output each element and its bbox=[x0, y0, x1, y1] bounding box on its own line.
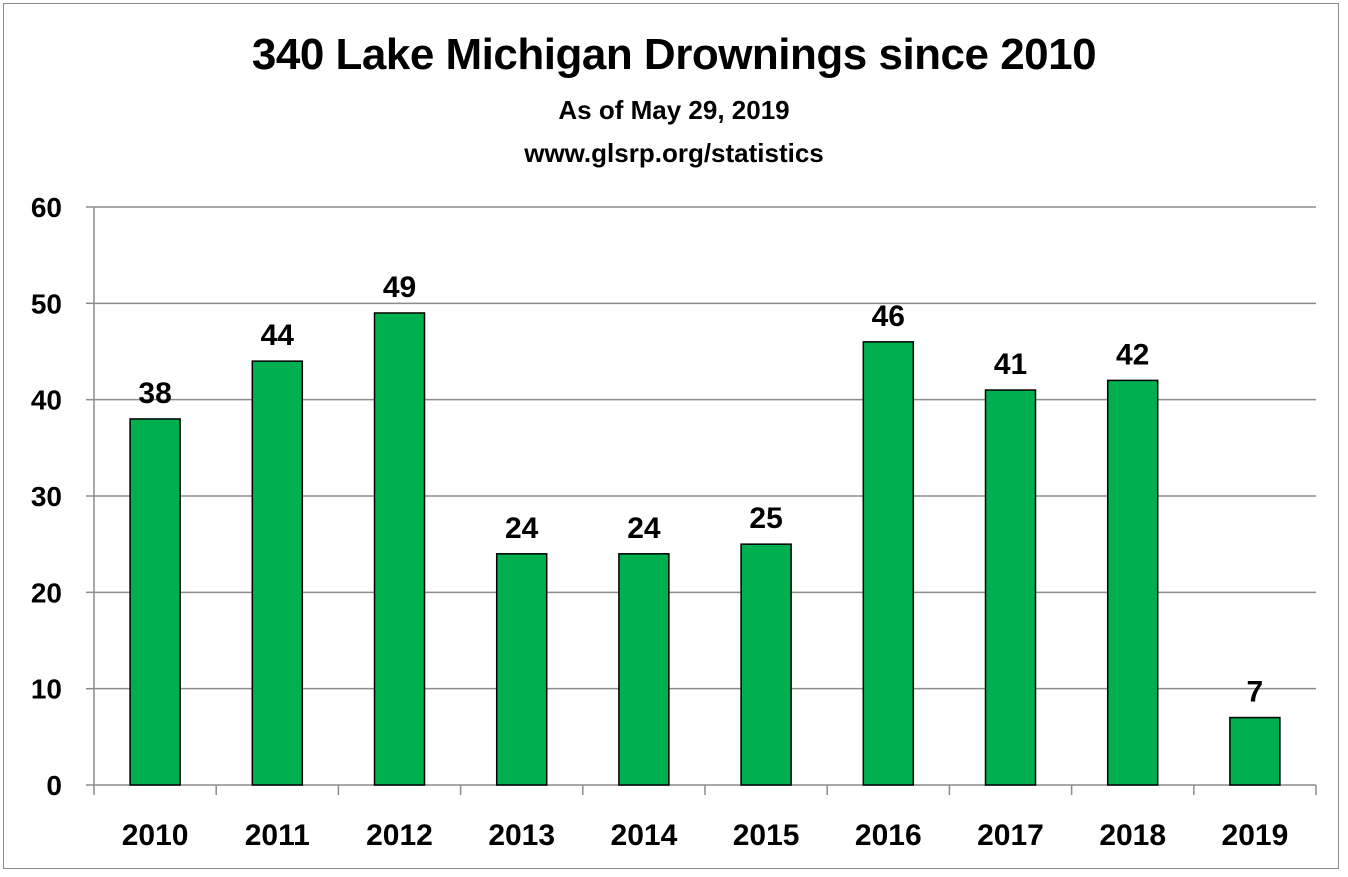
x-category-label-2018: 2018 bbox=[1099, 819, 1166, 852]
chart-subtitle-date: As of May 29, 2019 bbox=[558, 95, 790, 125]
data-label-2010: 38 bbox=[138, 377, 171, 410]
bar-2010 bbox=[129, 418, 181, 786]
bar-2018 bbox=[1106, 379, 1159, 786]
x-category-label-2016: 2016 bbox=[855, 819, 922, 852]
bar-2019 bbox=[1229, 716, 1281, 786]
x-category-label-2014: 2014 bbox=[611, 819, 678, 852]
data-label-2014: 24 bbox=[627, 512, 661, 545]
x-category-label-2017: 2017 bbox=[977, 819, 1044, 852]
bar-2015 bbox=[740, 543, 792, 786]
data-label-2011: 44 bbox=[261, 319, 295, 352]
data-label-2012: 49 bbox=[383, 271, 416, 304]
bars bbox=[129, 312, 1281, 786]
y-tick-label: 50 bbox=[31, 288, 62, 319]
x-category-label-2010: 2010 bbox=[122, 819, 189, 852]
data-label-2018: 42 bbox=[1116, 338, 1149, 371]
x-category-label-2013: 2013 bbox=[488, 819, 555, 852]
bar-2011 bbox=[251, 360, 304, 786]
x-category-label-2019: 2019 bbox=[1222, 819, 1289, 852]
bar-2013 bbox=[495, 553, 548, 786]
data-label-2013: 24 bbox=[505, 512, 539, 545]
x-category-label-2011: 2011 bbox=[245, 819, 310, 852]
data-label-2015: 25 bbox=[749, 502, 782, 535]
data-label-2019: 7 bbox=[1247, 676, 1264, 709]
bar-2012 bbox=[373, 312, 426, 786]
y-tick-label: 30 bbox=[31, 481, 62, 512]
bar-2017 bbox=[984, 389, 1037, 786]
bar-2016 bbox=[862, 341, 915, 786]
y-tick-label: 40 bbox=[31, 385, 62, 416]
chart-title: 340 Lake Michigan Drownings since 2010 bbox=[251, 30, 1097, 79]
x-category-label-2015: 2015 bbox=[733, 819, 800, 852]
y-tick-label: 20 bbox=[31, 577, 62, 608]
x-category-label-2012: 2012 bbox=[366, 819, 433, 852]
data-label-2016: 46 bbox=[872, 300, 905, 333]
data-label-2017: 41 bbox=[994, 348, 1027, 381]
bar-2014 bbox=[618, 553, 670, 786]
labels: 0 10 20 30 40 50 60 38 2010 44 2011 49 2012 24 2013 24 2… bbox=[31, 192, 1288, 852]
y-tick-label: 10 bbox=[31, 674, 62, 705]
y-tick-label: 0 bbox=[46, 770, 62, 801]
y-tick-label: 60 bbox=[31, 192, 62, 223]
chart-subtitle-source: www.glsrp.org/statistics bbox=[524, 138, 824, 168]
